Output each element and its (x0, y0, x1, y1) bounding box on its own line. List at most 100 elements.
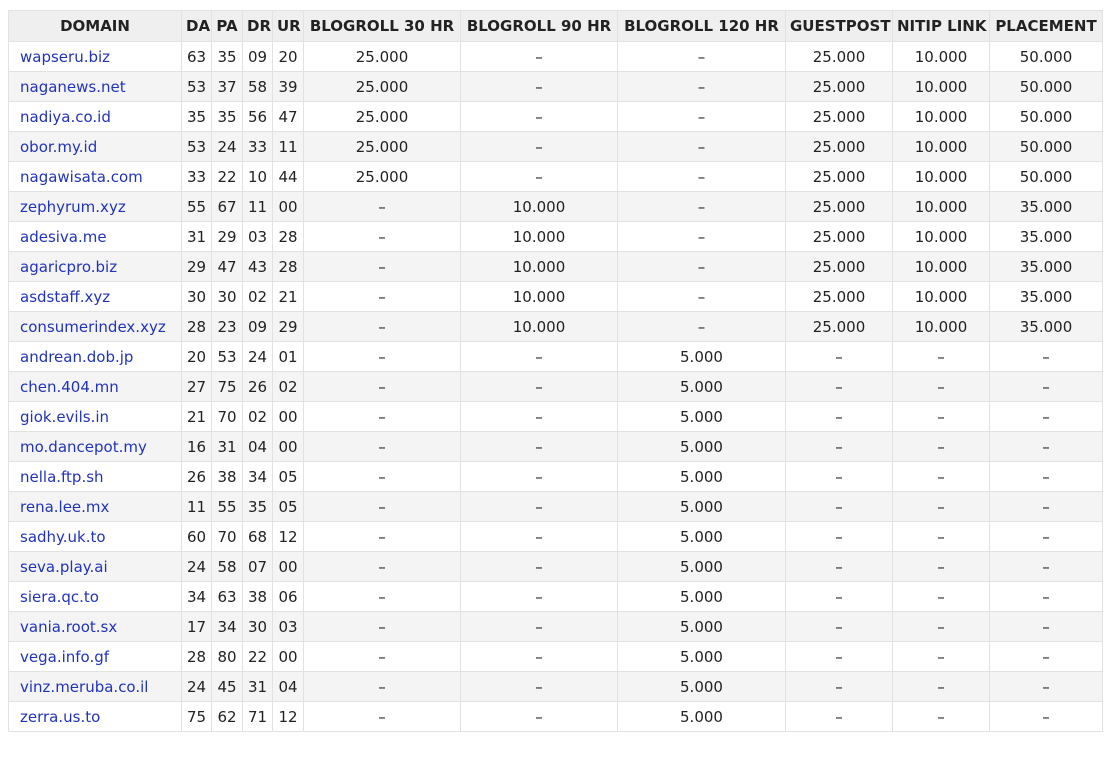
domain-link[interactable]: asdstaff.xyz (20, 287, 111, 306)
placement-cell: – (989, 611, 1103, 642)
table-row: zerra.us.to 75 62 71 12– –5.000– – – (8, 701, 1103, 732)
domain-cell: siera.qc.to (8, 581, 182, 612)
blogroll-120-cell: – (617, 71, 786, 102)
blogroll-90-cell: – (460, 461, 618, 492)
domain-link[interactable]: andrean.dob.jp (20, 347, 134, 366)
blogroll-30-cell: 25.000 (303, 101, 461, 132)
domain-link[interactable]: nadiya.co.id (20, 107, 111, 126)
pa-cell: 31 (211, 431, 243, 462)
pa-cell: 70 (211, 401, 243, 432)
blogroll-30-cell: – (303, 401, 461, 432)
da-cell: 29 (181, 251, 212, 282)
domain-link[interactable]: seva.play.ai (20, 557, 108, 576)
ur-cell: 01 (272, 341, 304, 372)
domain-link[interactable]: vega.info.gf (20, 647, 110, 666)
dr-cell: 09 (242, 41, 273, 72)
ur-cell: 02 (272, 371, 304, 402)
domain-cell: agaricpro.biz (8, 251, 182, 282)
domain-link[interactable]: sadhy.uk.to (20, 527, 106, 546)
guestpost-cell: – (785, 671, 893, 702)
domain-cell: nagawisata.com (8, 161, 182, 192)
domain-link[interactable]: vania.root.sx (20, 617, 118, 636)
domain-link[interactable]: nella.ftp.sh (20, 467, 104, 486)
da-cell: 24 (181, 551, 212, 582)
placement-cell: – (989, 371, 1103, 402)
nitip-link-cell: 10.000 (892, 101, 990, 132)
dr-cell: 35 (242, 491, 273, 522)
domain-link[interactable]: rena.lee.mx (20, 497, 110, 516)
domain-link[interactable]: agaricpro.biz (20, 257, 118, 276)
dr-cell: 04 (242, 431, 273, 462)
pa-cell: 67 (211, 191, 243, 222)
blogroll-30-cell: – (303, 431, 461, 462)
domain-cell: naganews.net (8, 71, 182, 102)
domain-link[interactable]: naganews.net (20, 77, 126, 96)
nitip-link-cell: – (892, 701, 990, 732)
domain-cell: andrean.dob.jp (8, 341, 182, 372)
domain-link[interactable]: giok.evils.in (20, 407, 110, 426)
guestpost-cell: 25.000 (785, 251, 893, 282)
table-row: obor.my.id 53 24 33 11 25.000– –25.000 10.000 50… (8, 131, 1103, 162)
blogroll-30-cell: 25.000 (303, 161, 461, 192)
guestpost-cell: – (785, 611, 893, 642)
blogroll-90-cell: – (460, 401, 618, 432)
domain-cell: rena.lee.mx (8, 491, 182, 522)
placement-cell: 35.000 (989, 221, 1103, 252)
pa-cell: 29 (211, 221, 243, 252)
domain-link[interactable]: vinz.meruba.co.il (20, 677, 149, 696)
table-row: nagawisata.com 33 22 10 44 25.000– –25.000 10.0… (8, 161, 1103, 192)
table-row: naganews.net 53 37 58 39 25.000– –25.000 10.000… (8, 71, 1103, 102)
placement-cell: – (989, 521, 1103, 552)
blogroll-120-cell: – (617, 191, 786, 222)
dr-cell: 07 (242, 551, 273, 582)
blogroll-30-cell: – (303, 611, 461, 642)
blogroll-90-cell: – (460, 521, 618, 552)
blogroll-120-cell: – (617, 251, 786, 282)
blogroll-90-cell: 10.000 (460, 191, 618, 222)
dr-cell: 10 (242, 161, 273, 192)
da-cell: 11 (181, 491, 212, 522)
header-guestpost: GUESTPOST (785, 10, 893, 42)
placement-cell: 35.000 (989, 251, 1103, 282)
domain-cell: wapseru.biz (8, 41, 182, 72)
nitip-link-cell: – (892, 341, 990, 372)
placement-cell: – (989, 701, 1103, 732)
blogroll-30-cell: – (303, 221, 461, 252)
nitip-link-cell: 10.000 (892, 311, 990, 342)
placement-cell: – (989, 431, 1103, 462)
ur-cell: 00 (272, 431, 304, 462)
blogroll-120-cell: 5.000 (617, 461, 786, 492)
guestpost-cell: 25.000 (785, 131, 893, 162)
table-row: agaricpro.biz 29 47 43 28–10.000–25.000 10.00… (8, 251, 1103, 282)
domain-cell: nadiya.co.id (8, 101, 182, 132)
domain-link[interactable]: obor.my.id (20, 137, 98, 156)
domain-cell: vania.root.sx (8, 611, 182, 642)
domain-link[interactable]: siera.qc.to (20, 587, 99, 606)
dr-cell: 43 (242, 251, 273, 282)
da-cell: 31 (181, 221, 212, 252)
ur-cell: 20 (272, 41, 304, 72)
ur-cell: 11 (272, 131, 304, 162)
nitip-link-cell: 10.000 (892, 161, 990, 192)
da-cell: 20 (181, 341, 212, 372)
domain-link[interactable]: zerra.us.to (20, 707, 101, 726)
guestpost-cell: 25.000 (785, 281, 893, 312)
domain-cell: obor.my.id (8, 131, 182, 162)
header-dr: DR (242, 10, 273, 42)
domain-link[interactable]: wapseru.biz (20, 47, 111, 66)
blogroll-90-cell: – (460, 701, 618, 732)
domain-link[interactable]: adesiva.me (20, 227, 107, 246)
domain-link[interactable]: zephyrum.xyz (20, 197, 126, 216)
ur-cell: 28 (272, 251, 304, 282)
domain-link[interactable]: chen.404.mn (20, 377, 119, 396)
dr-cell: 26 (242, 371, 273, 402)
domain-link[interactable]: mo.dancepot.my (20, 437, 147, 456)
da-cell: 30 (181, 281, 212, 312)
ur-cell: 12 (272, 521, 304, 552)
domain-link[interactable]: nagawisata.com (20, 167, 143, 186)
domain-link[interactable]: consumerindex.xyz (20, 317, 166, 336)
domain-cell: zephyrum.xyz (8, 191, 182, 222)
table-row: zephyrum.xyz 55 67 11 00–10.000–25.000 10.000… (8, 191, 1103, 222)
domain-price-table: DOMAIN DA PA DR UR BLOGROLL 30 HR BLOGRO… (8, 10, 1103, 732)
nitip-link-cell: – (892, 401, 990, 432)
